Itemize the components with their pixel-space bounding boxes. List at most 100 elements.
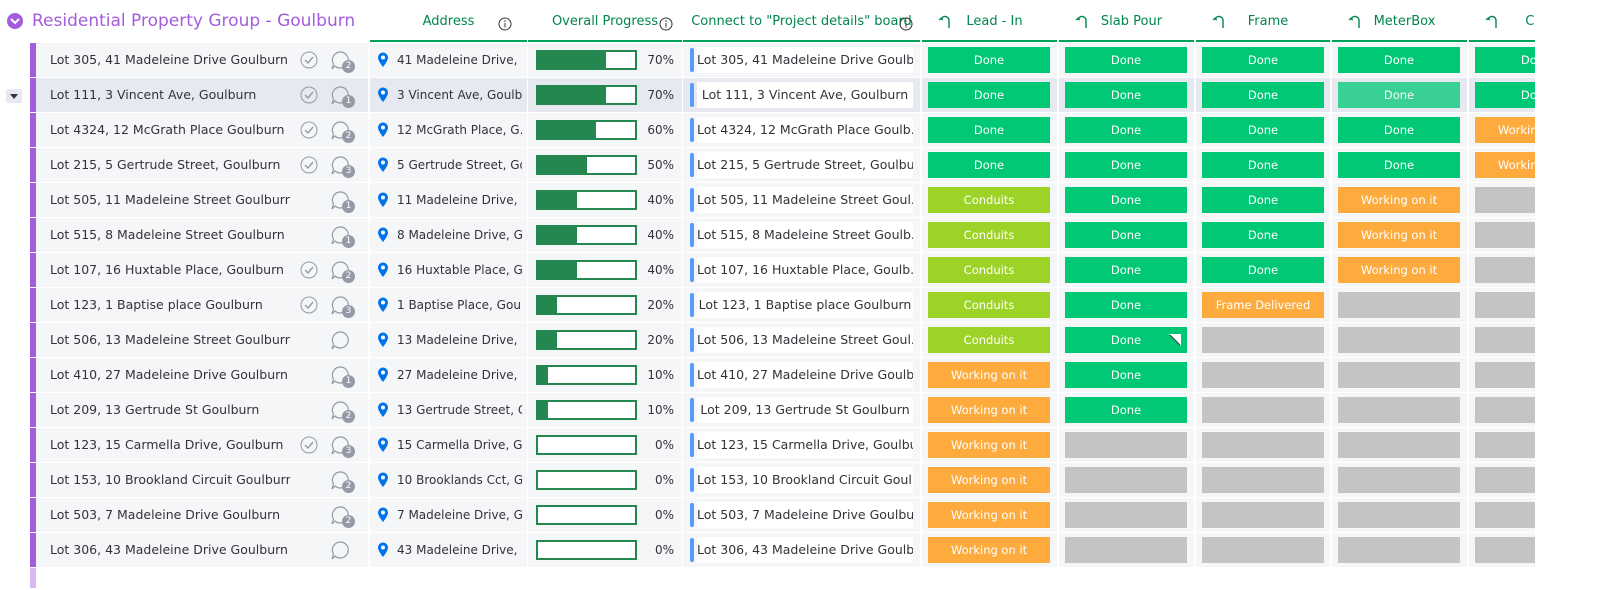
item-name[interactable]: Lot 107, 16 Huxtable Place, Goulburn <box>50 262 284 277</box>
status-label[interactable] <box>1475 292 1535 318</box>
address[interactable]: 15 Carmella Drive, G... <box>397 438 522 452</box>
item-name[interactable]: Lot 503, 7 Madeleine Drive Goulburn <box>50 507 281 522</box>
item-name[interactable]: Lot 306, 43 Madeleine Drive Goulburn <box>50 542 288 557</box>
status-label[interactable]: Frame Delivered <box>1202 292 1324 318</box>
connected-item[interactable]: Lot 506, 13 Madeleine Street Goul... <box>697 327 913 353</box>
address[interactable]: 3 Vincent Ave, Goulb... <box>397 88 522 102</box>
status-label[interactable]: Conduits <box>928 222 1050 248</box>
status-label[interactable] <box>1338 502 1460 528</box>
status-label[interactable]: Done <box>1065 327 1187 353</box>
status-label[interactable] <box>1065 537 1187 563</box>
status-label[interactable]: Working on it <box>928 397 1050 423</box>
connected-item[interactable]: Lot 107, 16 Huxtable Place, Goulb... <box>697 257 913 283</box>
status-label[interactable]: Working on it <box>928 467 1050 493</box>
column-header[interactable]: Overall Progress <box>528 2 682 42</box>
status-label[interactable]: Done <box>1202 82 1324 108</box>
status-label[interactable]: Done <box>1065 117 1187 143</box>
status-label[interactable]: Done <box>1338 82 1460 108</box>
status-label[interactable]: Done <box>928 117 1050 143</box>
item-name[interactable]: Lot 153, 10 Brookland Circuit Goulburn <box>50 472 290 487</box>
connected-item[interactable]: Lot 515, 8 Madeleine Street Goulb... <box>697 222 913 248</box>
status-label[interactable] <box>1338 467 1460 493</box>
item-name[interactable]: Lot 123, 1 Baptise place Goulburn <box>50 297 263 312</box>
connected-item[interactable]: Lot 503, 7 Madeleine Drive Goulbu... <box>697 502 913 528</box>
status-label[interactable]: Done <box>1065 292 1187 318</box>
status-label[interactable] <box>1202 502 1324 528</box>
status-label[interactable]: Done <box>1065 222 1187 248</box>
connected-item[interactable]: Lot 305, 41 Madeleine Drive Goulb... <box>697 47 913 73</box>
status-label[interactable]: Working on it <box>1338 257 1460 283</box>
status-label[interactable]: Done <box>1338 117 1460 143</box>
address[interactable]: 43 Madeleine Drive, ... <box>397 543 522 557</box>
status-label[interactable]: Done <box>1202 47 1324 73</box>
status-label[interactable] <box>1475 432 1535 458</box>
status-label[interactable] <box>1338 397 1460 423</box>
address[interactable]: 5 Gertrude Street, Go... <box>397 158 522 172</box>
status-label[interactable] <box>1065 467 1187 493</box>
status-label[interactable]: Done <box>1475 82 1535 108</box>
status-label[interactable]: Done <box>1338 152 1460 178</box>
status-label[interactable]: Working on it <box>1475 152 1535 178</box>
item-name[interactable]: Lot 506, 13 Madeleine Street Goulburn <box>50 332 290 347</box>
item-name[interactable]: Lot 4324, 12 McGrath Place Goulburn <box>50 122 285 137</box>
column-header[interactable]: MeterBox <box>1332 2 1467 42</box>
item-name[interactable]: Lot 410, 27 Madeleine Drive Goulburn <box>50 367 288 382</box>
status-label[interactable]: Done <box>1065 152 1187 178</box>
status-label[interactable] <box>1475 362 1535 388</box>
status-label[interactable]: Working on it <box>1338 187 1460 213</box>
status-label[interactable]: Working on it <box>1475 117 1535 143</box>
status-label[interactable]: Done <box>1065 187 1187 213</box>
address[interactable]: 10 Brooklands Cct, G... <box>397 473 522 487</box>
status-label[interactable] <box>1475 397 1535 423</box>
status-label[interactable]: Done <box>1475 47 1535 73</box>
item-name[interactable]: Lot 123, 15 Carmella Drive, Goulburn <box>50 437 284 452</box>
item-name[interactable]: Lot 215, 5 Gertrude Street, Goulburn <box>50 157 281 172</box>
status-label[interactable]: Working on it <box>928 432 1050 458</box>
status-label[interactable]: Done <box>1065 47 1187 73</box>
item-name[interactable]: Lot 505, 11 Madeleine Street Goulburn <box>50 192 290 207</box>
status-label[interactable] <box>1475 222 1535 248</box>
column-header[interactable]: Conn <box>1469 2 1535 42</box>
address[interactable]: 8 Madeleine Drive, G... <box>397 228 522 242</box>
status-label[interactable] <box>1202 327 1324 353</box>
status-label[interactable]: Done <box>1202 187 1324 213</box>
status-label[interactable] <box>1065 432 1187 458</box>
address[interactable]: 41 Madeleine Drive, ... <box>397 53 522 67</box>
status-label[interactable] <box>1338 327 1460 353</box>
status-label[interactable] <box>1202 432 1324 458</box>
connected-item[interactable]: Lot 123, 1 Baptise place Goulburn <box>697 292 913 318</box>
status-label[interactable]: Done <box>928 47 1050 73</box>
status-label[interactable]: Conduits <box>928 187 1050 213</box>
status-label[interactable] <box>1475 537 1535 563</box>
status-label[interactable]: Done <box>1202 222 1324 248</box>
column-header[interactable]: Address <box>370 2 527 42</box>
address[interactable]: 16 Huxtable Place, G... <box>397 263 522 277</box>
status-label[interactable]: Done <box>1202 152 1324 178</box>
status-label[interactable] <box>1475 502 1535 528</box>
status-label[interactable]: Conduits <box>928 292 1050 318</box>
status-label[interactable] <box>1202 397 1324 423</box>
status-label[interactable] <box>1338 537 1460 563</box>
status-label[interactable]: Conduits <box>928 327 1050 353</box>
address[interactable]: 12 McGrath Place, G... <box>397 123 522 137</box>
column-header[interactable]: Connect to "Project details" board <box>683 2 920 42</box>
connected-item[interactable]: Lot 306, 43 Madeleine Drive Goulb... <box>697 537 913 563</box>
connected-item[interactable]: Lot 505, 11 Madeleine Street Goul... <box>697 187 913 213</box>
status-label[interactable]: Working on it <box>928 502 1050 528</box>
status-label[interactable]: Conduits <box>928 257 1050 283</box>
status-label[interactable]: Done <box>928 82 1050 108</box>
status-label[interactable]: Working on it <box>928 537 1050 563</box>
status-label[interactable]: Done <box>1202 117 1324 143</box>
status-label[interactable]: Done <box>1065 397 1187 423</box>
connected-item[interactable]: Lot 4324, 12 McGrath Place Goulb... <box>697 117 913 143</box>
status-label[interactable] <box>1202 362 1324 388</box>
connected-item[interactable]: Lot 153, 10 Brookland Circuit Goul... <box>697 467 913 493</box>
status-label[interactable] <box>1202 537 1324 563</box>
column-header[interactable]: Lead - In <box>922 2 1057 42</box>
item-name[interactable]: Lot 305, 41 Madeleine Drive Goulburn <box>50 52 288 67</box>
status-label[interactable] <box>1338 432 1460 458</box>
status-label[interactable] <box>1338 292 1460 318</box>
address[interactable]: 1 Baptise Place, Goul... <box>397 298 522 312</box>
status-label[interactable] <box>1202 467 1324 493</box>
connected-item[interactable]: Lot 111, 3 Vincent Ave, Goulburn <box>697 82 913 108</box>
